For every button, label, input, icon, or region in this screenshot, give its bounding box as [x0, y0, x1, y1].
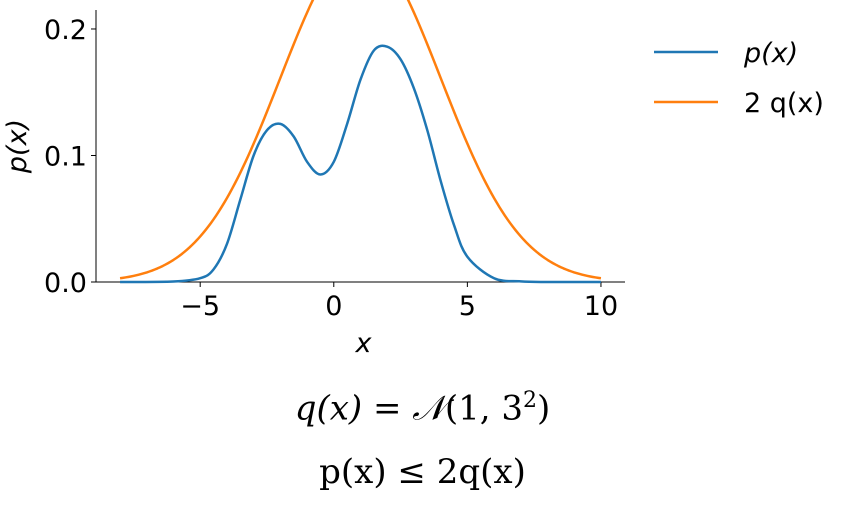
formula-q-definition: q(x) = 𝒩(1, 32) — [0, 388, 845, 428]
y-tick-label: 0.0 — [44, 268, 87, 299]
formula-bound: p(x) ≤ 2q(x) — [319, 452, 526, 492]
legend-label: p(x) — [743, 38, 798, 69]
x-tick-label: 5 — [459, 291, 476, 322]
axes: −5 0 5 10 0.0 0.1 0.2 x p(x) — [2, 10, 625, 359]
series-line-p — [120, 44, 601, 284]
formula-normal-symbol: 𝒩 — [412, 388, 445, 429]
formula-close-paren: ) — [537, 388, 551, 429]
x-tick-label: −5 — [180, 291, 220, 322]
series-line-2q — [119, 0, 602, 280]
x-tick-label: 0 — [325, 291, 342, 322]
legend: p(x) 2 q(x) — [654, 38, 824, 119]
y-axis-label: p(x) — [2, 119, 33, 174]
formula-exponent: 2 — [523, 388, 538, 413]
formula-q-lhs: q(x) = — [294, 388, 413, 429]
plot-area — [119, 0, 602, 284]
legend-label: 2 q(x) — [744, 88, 824, 119]
x-tick-label: 10 — [584, 291, 618, 322]
y-tick-label: 0.1 — [44, 141, 87, 172]
y-tick-label: 0.2 — [44, 15, 87, 46]
x-axis-label: x — [355, 328, 373, 359]
formula-normal-args: (1, 3 — [444, 388, 524, 429]
